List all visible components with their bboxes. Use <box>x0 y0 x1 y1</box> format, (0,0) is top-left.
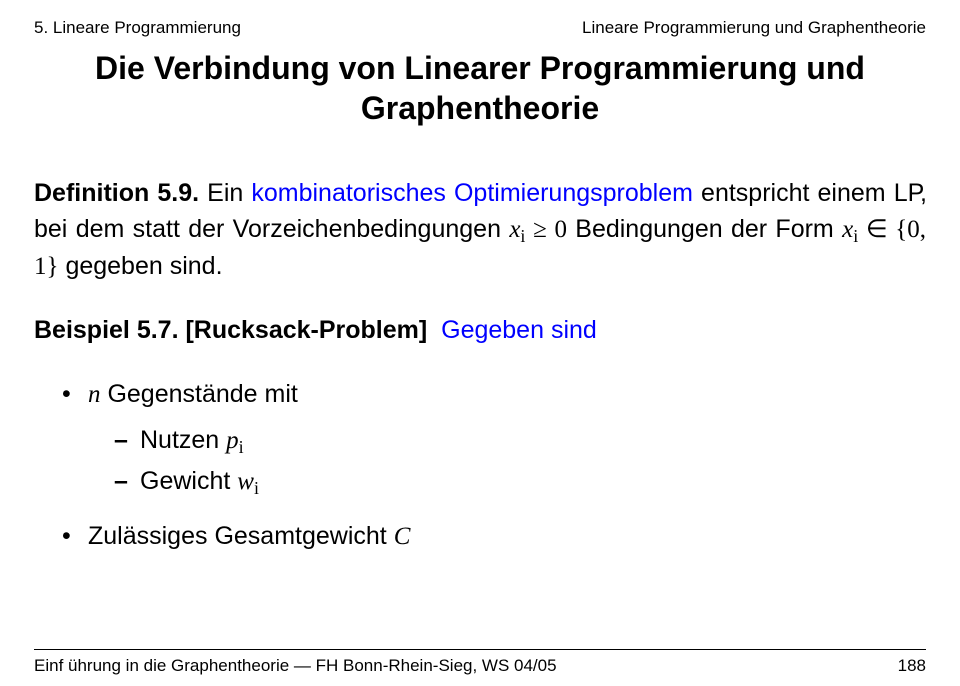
definition-lead: Ein <box>207 179 251 207</box>
runhead-left: 5. Lineare Programmierung <box>34 18 241 38</box>
title-line-2: Graphentheorie <box>34 88 926 128</box>
example-label: Beispiel 5.7. [Rucksack-Problem] <box>34 316 427 344</box>
weight-text: Gewicht <box>140 467 237 495</box>
page-title: Die Verbindung von Linearer Programmieru… <box>34 48 926 128</box>
var-n: n <box>88 381 101 408</box>
footer-left: Einf ührung in die Graphentheorie — FH B… <box>34 656 557 676</box>
var-c: C <box>394 523 411 550</box>
in-sign: ∈ <box>858 216 895 243</box>
definition-label: Definition 5.9. <box>34 179 199 207</box>
sub-list: Nutzen pi Gewicht wi <box>114 422 926 502</box>
zero: 0 <box>554 216 567 243</box>
list-item-benefit: Nutzen pi <box>114 422 926 461</box>
example-lead: Gegeben sind <box>441 316 597 344</box>
list-item-capacity: Zulässiges Gesamtgewicht C <box>62 518 926 556</box>
objects-text: Gegenstände mit <box>101 380 298 408</box>
footer-page: 188 <box>898 656 926 676</box>
definition-tail: gegeben sind. <box>59 252 223 280</box>
definition-lp: P, <box>908 179 926 207</box>
capacity-text: Zulässiges Gesamtgewicht <box>88 522 394 550</box>
definition-mid3: Bedingun­gen der Form <box>567 215 842 243</box>
item-list: n Gegenstände mit Nutzen pi Gewicht wi Z… <box>62 376 926 555</box>
definition-mid2: bei dem statt der Vorzeichenbedingungen <box>34 215 509 243</box>
list-item-weight: Gewicht wi <box>114 463 926 502</box>
running-head: 5. Lineare Programmierung Lineare Progra… <box>34 18 926 38</box>
definition-term: kombinatorisches Optimierungsproblem <box>251 179 693 207</box>
definition-mid1: entspricht einem L <box>693 179 908 207</box>
list-item-objects: n Gegenstände mit Nutzen pi Gewicht wi <box>62 376 926 502</box>
example-paragraph: Beispiel 5.7. [Rucksack-Problem] Gegeben… <box>34 313 926 349</box>
var-w: w <box>237 468 254 495</box>
benefit-text: Nutzen <box>140 426 226 454</box>
footer: Einf ührung in die Graphentheorie — FH B… <box>34 649 926 676</box>
geq-sign: ≥ <box>525 216 554 243</box>
var-x-2: x <box>842 216 853 243</box>
var-x: x <box>509 216 520 243</box>
sub-i-4: i <box>254 478 259 498</box>
definition-paragraph: Definition 5.9. Ein kombinatorisches Opt… <box>34 176 926 285</box>
sub-i-3: i <box>239 437 244 457</box>
slide-page: 5. Lineare Programmierung Lineare Progra… <box>0 0 960 686</box>
runhead-right: Lineare Programmierung und Graphentheori… <box>582 18 926 38</box>
title-line-1: Die Verbindung von Linearer Programmieru… <box>34 48 926 88</box>
var-p: p <box>226 427 239 454</box>
